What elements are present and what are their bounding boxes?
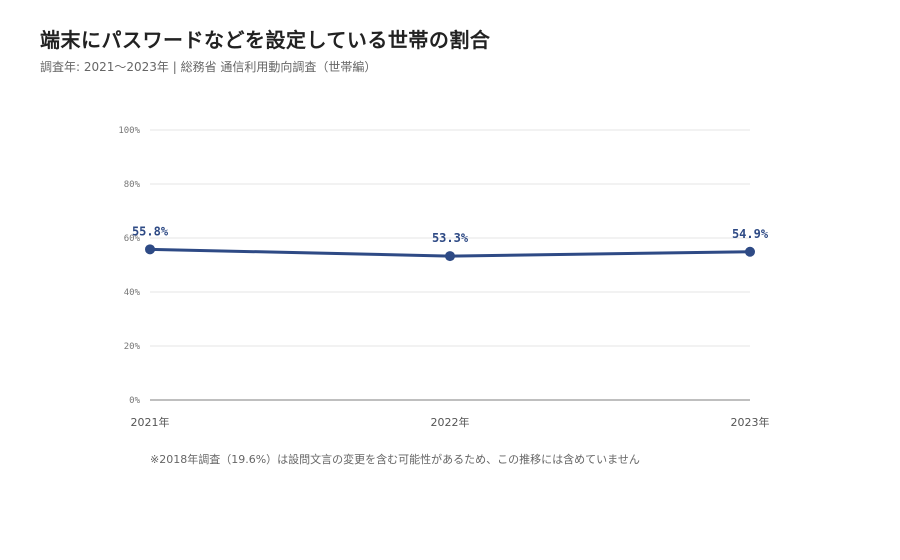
series-layer <box>145 244 755 262</box>
x-axis-ticks: 2021年 2022年 2023年 <box>131 415 770 429</box>
y-tick-label: 0% <box>129 396 140 406</box>
chart-subtitle: 調査年: 2021〜2023年 | 総務省 通信利用動向調査（世帯編） <box>40 60 377 74</box>
data-point <box>745 246 755 257</box>
data-label: 55.8% <box>132 224 169 238</box>
y-tick-label: 60% <box>124 234 141 244</box>
y-tick-label: 80% <box>124 180 141 190</box>
data-point <box>145 244 155 255</box>
x-tick-label: 2021年 <box>131 415 170 429</box>
y-axis-ticks: 0% 20% 40% 60% 80% 100% <box>118 126 140 406</box>
data-label: 53.3% <box>432 231 469 245</box>
y-tick-label: 100% <box>118 126 140 136</box>
y-tick-label: 40% <box>124 288 141 298</box>
y-tick-label: 20% <box>124 342 141 352</box>
data-label: 54.9% <box>732 227 769 241</box>
data-labels: 55.8% 53.3% 54.9% <box>132 224 769 245</box>
data-point <box>445 251 455 262</box>
footnote: ※2018年調査（19.6%）は設問文言の変更を含む可能性があるため、この推移に… <box>150 453 640 466</box>
x-tick-label: 2023年 <box>731 415 770 429</box>
x-tick-label: 2022年 <box>431 415 470 429</box>
chart-title: 端末にパスワードなどを設定している世帯の割合 <box>40 28 491 52</box>
grid-lines <box>150 129 750 401</box>
